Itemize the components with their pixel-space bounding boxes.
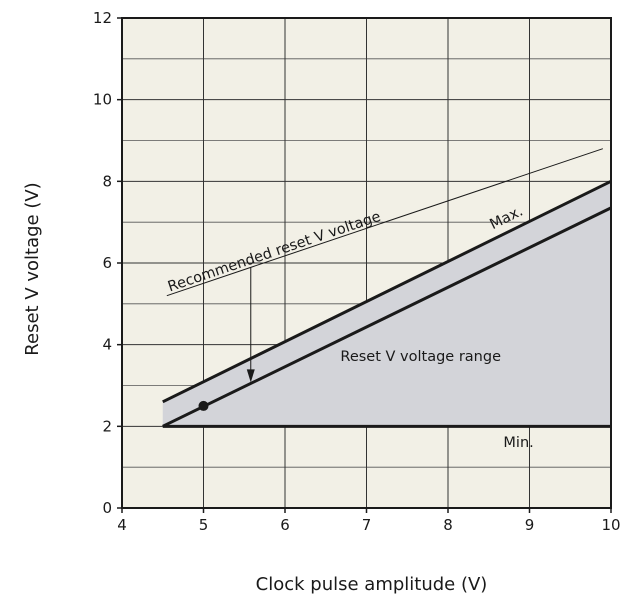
recommended-leader-line [166,148,604,297]
max-voltage-line [162,179,612,404]
min-annotation: Min. [503,435,533,451]
y-tick-label: 8 [102,172,112,190]
x-axis-ticks: 4 5 6 7 8 9 10 [117,508,621,534]
y-tick-label: 6 [102,254,112,272]
x-tick-label: 7 [362,516,372,534]
reset-voltage-range-area [162,181,611,427]
x-tick-label: 10 [601,516,620,534]
leader-arrowhead [246,369,255,383]
x-tick-label: 8 [443,516,453,534]
y-tick-label: 12 [93,9,112,27]
y-axis-ticks: 0 2 4 6 8 10 12 [93,9,122,517]
x-tick-label: 4 [117,516,127,534]
x-tick-label: 9 [525,516,535,534]
y-tick-label: 4 [102,336,112,354]
range-annotation: Reset V voltage range [340,349,501,365]
y-tick-label: 0 [102,499,112,517]
y-axis-title: Reset V voltage (V) [22,182,43,355]
x-tick-label: 6 [280,516,290,534]
recommended-voltage-line [162,206,612,428]
x-axis-title: Clock pulse amplitude (V) [256,574,488,595]
recommended-point-marker [198,400,209,411]
x-tick-label: 5 [199,516,209,534]
y-tick-label: 10 [93,91,112,109]
y-tick-label: 2 [102,417,112,435]
